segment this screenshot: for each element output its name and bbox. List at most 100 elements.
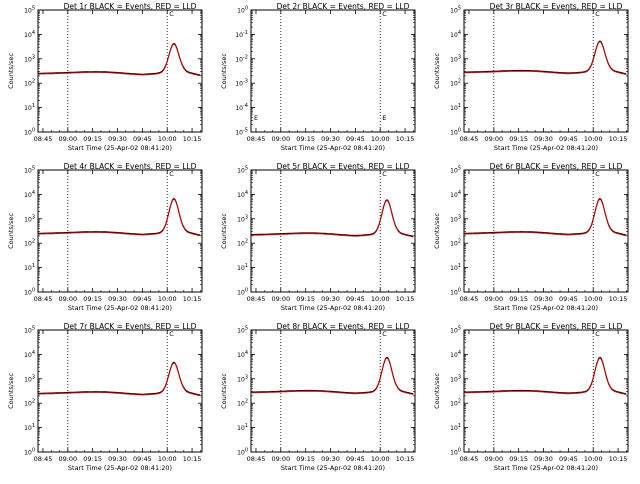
- x-tick-label: 09:00: [58, 135, 77, 143]
- marker-label: C: [595, 170, 600, 178]
- detector-panel: Det 7r BLACK = Events, RED = LLD 100 101 10…: [7, 322, 203, 472]
- x-axis-label: Start Time (25-Apr-02 08:41:20): [494, 304, 598, 312]
- y-tick-label: 105: [450, 166, 461, 175]
- x-tick-label: 09:00: [484, 295, 503, 303]
- x-tick-label: 08:45: [460, 295, 479, 303]
- plot-frame: [250, 9, 416, 133]
- marker-label: E: [382, 114, 386, 122]
- panel-title: Det 3r BLACK = Events, RED = LLD: [490, 2, 623, 11]
- plot-frame: [37, 329, 203, 453]
- x-tick-label: 10:00: [584, 455, 603, 463]
- x-axis-label: Start Time (25-Apr-02 08:41:20): [68, 304, 172, 312]
- y-tick-label: 103: [450, 374, 461, 383]
- x-tick-label: 09:45: [133, 455, 152, 463]
- plot-frame: [463, 9, 629, 133]
- x-tick-label: 08:45: [460, 135, 479, 143]
- panel-title: Det 4r BLACK = Events, RED = LLD: [64, 162, 197, 171]
- marker-label: E: [254, 114, 258, 122]
- x-tick-label: 09:00: [484, 135, 503, 143]
- x-tick-label: 09:15: [509, 135, 528, 143]
- x-axis-label: Start Time (25-Apr-02 08:41:20): [494, 144, 598, 152]
- x-tick-label: 10:15: [183, 455, 202, 463]
- marker-label: C: [595, 330, 600, 338]
- x-tick-label: 09:15: [509, 295, 528, 303]
- detector-panel: Det 6r BLACK = Events, RED = LLD 100 101 10…: [433, 162, 629, 312]
- x-tick-label: 10:00: [371, 135, 390, 143]
- x-tick-label: 10:15: [183, 295, 202, 303]
- detector-panel: Det 3r BLACK = Events, RED = LLD 100 101 10…: [433, 2, 629, 152]
- detector-panel: Det 5r BLACK = Events, RED = LLD 100 101 10…: [220, 162, 416, 312]
- x-tick-label: 09:15: [296, 455, 315, 463]
- y-axis-label: Counts/sec: [220, 213, 228, 249]
- x-tick-label: 09:15: [509, 455, 528, 463]
- detector-panel: Det 8r BLACK = Events, RED = LLD 100 101 10…: [220, 322, 416, 472]
- y-tick-label: 102: [24, 239, 35, 248]
- y-tick-label: 10-2: [235, 54, 248, 63]
- y-tick-label: 105: [24, 166, 35, 175]
- y-axis-label: Counts/sec: [433, 53, 441, 89]
- y-tick-label: 102: [450, 399, 461, 408]
- panel-title: Det 1r BLACK = Events, RED = LLD: [64, 2, 197, 11]
- x-tick-label: 10:15: [609, 135, 628, 143]
- panel-title: Det 5r BLACK = Events, RED = LLD: [277, 162, 410, 171]
- y-tick-label: 10-4: [235, 103, 248, 112]
- y-tick-label: 105: [237, 166, 248, 175]
- y-tick-label: 101: [450, 263, 461, 272]
- x-tick-label: 09:45: [559, 135, 578, 143]
- events-series-line: [251, 199, 414, 237]
- y-tick-label: 103: [450, 214, 461, 223]
- x-tick-label: 09:00: [58, 295, 77, 303]
- plot-frame: [37, 9, 203, 133]
- y-tick-label: 102: [237, 399, 248, 408]
- events-series-line: [464, 40, 627, 75]
- detector-panel: Det 9r BLACK = Events, RED = LLD 100 101 10…: [433, 322, 629, 472]
- x-tick-label: 08:45: [247, 295, 266, 303]
- marker-label: C: [382, 330, 387, 338]
- lld-series-line: [463, 357, 627, 395]
- y-tick-label: 101: [237, 423, 248, 432]
- x-axis-label: Start Time (25-Apr-02 08:41:20): [68, 464, 172, 472]
- x-tick-label: 09:45: [133, 135, 152, 143]
- y-axis-label: Counts/sec: [7, 373, 15, 409]
- x-tick-label: 09:15: [296, 135, 315, 143]
- x-tick-label: 09:45: [559, 455, 578, 463]
- x-tick-label: 09:00: [58, 455, 77, 463]
- x-tick-label: 09:15: [83, 455, 102, 463]
- x-axis-label: Start Time (25-Apr-02 08:41:20): [281, 144, 385, 152]
- y-tick-label: 104: [24, 190, 35, 199]
- y-tick-label: 102: [450, 239, 461, 248]
- y-tick-label: 103: [24, 54, 35, 63]
- lld-series-line: [250, 357, 414, 395]
- y-tick-label: 105: [24, 6, 35, 15]
- y-tick-label: 101: [450, 423, 461, 432]
- y-tick-label: 10-1: [235, 30, 248, 39]
- x-tick-label: 09:30: [321, 295, 340, 303]
- y-tick-label: 100: [24, 448, 35, 457]
- y-tick-label: 105: [237, 326, 248, 335]
- x-tick-label: 09:00: [271, 135, 290, 143]
- y-axis-label: Counts/sec: [433, 213, 441, 249]
- y-tick-label: 101: [24, 263, 35, 272]
- detector-panel: Det 4r BLACK = Events, RED = LLD 100 101 10…: [7, 162, 203, 312]
- y-axis-label: Counts/sec: [220, 53, 228, 89]
- events-series-line: [38, 361, 201, 396]
- events-series-line: [251, 356, 414, 395]
- y-tick-label: 101: [24, 103, 35, 112]
- marker-label: C: [382, 170, 387, 178]
- lld-series-line: [251, 199, 414, 238]
- x-tick-label: 09:15: [83, 295, 102, 303]
- y-tick-label: 102: [450, 79, 461, 88]
- y-tick-label: 100: [450, 288, 461, 297]
- x-axis-label: Start Time (25-Apr-02 08:41:20): [68, 144, 172, 152]
- x-tick-label: 10:15: [183, 135, 202, 143]
- plot-frame: [37, 169, 203, 293]
- x-tick-label: 09:30: [108, 295, 127, 303]
- x-tick-label: 10:15: [609, 455, 628, 463]
- lld-series-line: [463, 41, 627, 75]
- y-tick-label: 101: [24, 423, 35, 432]
- x-tick-label: 10:00: [158, 455, 177, 463]
- y-axis-label: Counts/sec: [433, 373, 441, 409]
- x-axis-label: Start Time (25-Apr-02 08:41:20): [281, 464, 385, 472]
- x-axis-label: Start Time (25-Apr-02 08:41:20): [494, 464, 598, 472]
- lld-series-line: [38, 362, 201, 397]
